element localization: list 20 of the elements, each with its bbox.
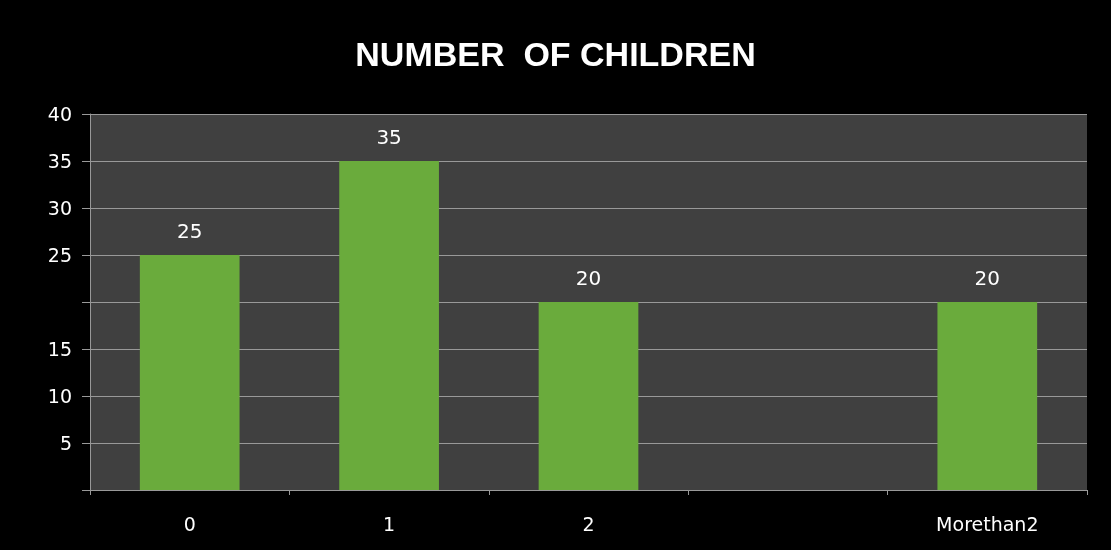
data-label: 25	[176, 219, 203, 243]
bar	[139, 255, 240, 490]
x-tick-label: Morethan2	[936, 512, 1039, 535]
data-label: 35	[376, 125, 402, 149]
bar	[937, 302, 1038, 490]
y-tick-label: 10	[47, 385, 72, 407]
y-tick-label: 15	[47, 338, 72, 360]
data-label: 20	[974, 266, 1001, 290]
x-tick-label: 0	[183, 512, 196, 535]
x-tick-label: 2	[582, 512, 595, 535]
x-tick-label: 1	[383, 512, 396, 535]
y-tick-label: 40	[47, 103, 72, 125]
y-tick-label: 35	[47, 150, 72, 172]
bar	[339, 161, 439, 490]
y-tick-label: 30	[47, 197, 72, 219]
y-tick-label: 5	[59, 432, 72, 454]
data-label: 20	[575, 266, 602, 290]
chart-title: NUMBER OF CHILDREN	[355, 35, 756, 73]
y-tick-label: 25	[47, 244, 72, 266]
bar	[538, 302, 639, 490]
